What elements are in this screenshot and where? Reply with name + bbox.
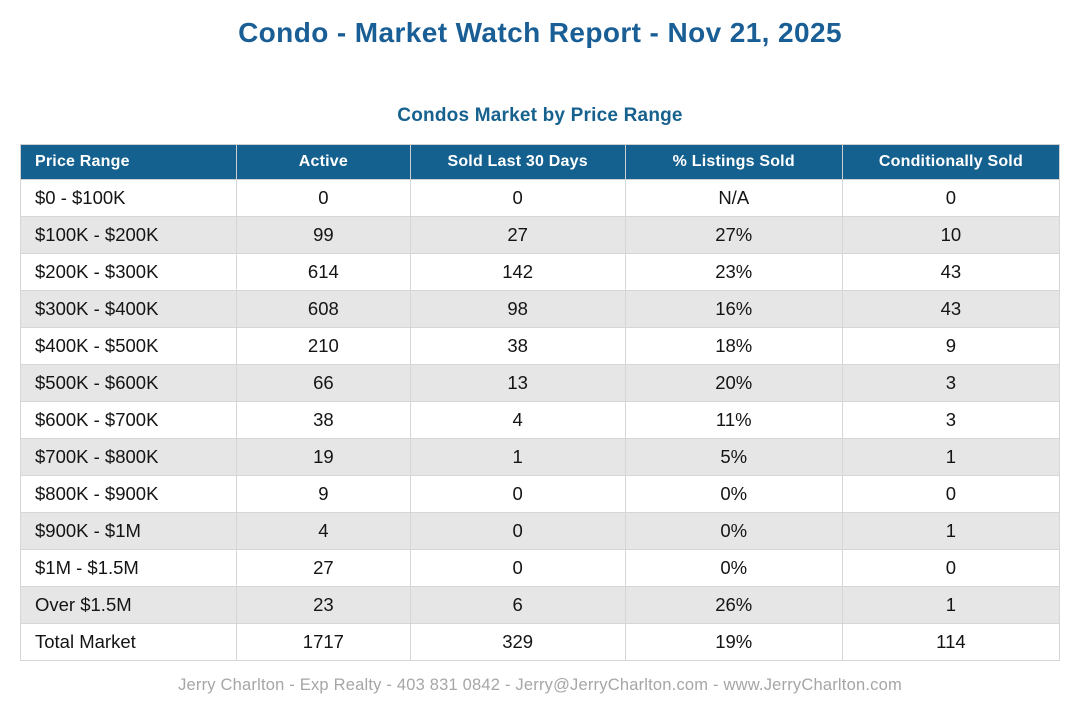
value-cell: 210 — [236, 327, 411, 365]
price-range-cell: $500K - $600K — [19, 364, 238, 402]
table-row: $200K - $300K 614 142 23% 43 — [19, 253, 1061, 291]
price-range-cell: Over $1.5M — [19, 586, 238, 624]
value-cell: 43 — [841, 290, 1061, 328]
value-cell: 23% — [624, 253, 843, 291]
market-table: Price Range Active Sold Last 30 Days % L… — [19, 144, 1061, 661]
value-cell: 0% — [624, 549, 843, 587]
value-cell: 38 — [236, 401, 411, 439]
price-range-cell: $1M - $1.5M — [19, 549, 238, 587]
value-cell: 66 — [236, 364, 411, 402]
table-row: $0 - $100K 0 0 N/A 0 — [19, 179, 1061, 217]
price-range-cell: $400K - $500K — [19, 327, 238, 365]
value-cell: 38 — [409, 327, 626, 365]
value-cell: 1 — [841, 586, 1061, 624]
header-cell-conditionally-sold: Conditionally Sold — [841, 144, 1061, 180]
value-cell: 13 — [409, 364, 626, 402]
price-range-cell: $600K - $700K — [19, 401, 238, 439]
value-cell: 6 — [409, 586, 626, 624]
table-row: $1M - $1.5M 27 0 0% 0 — [19, 549, 1061, 587]
header-row: Price Range Active Sold Last 30 Days % L… — [19, 144, 1061, 180]
value-cell: 114 — [841, 623, 1061, 661]
value-cell: 0 — [409, 549, 626, 587]
price-range-cell: $200K - $300K — [19, 253, 238, 291]
table-row: $600K - $700K 38 4 11% 3 — [19, 401, 1061, 439]
value-cell: 1 — [841, 438, 1061, 476]
price-range-cell: $300K - $400K — [19, 290, 238, 328]
value-cell: 18% — [624, 327, 843, 365]
price-range-cell: $700K - $800K — [19, 438, 238, 476]
price-range-cell: $900K - $1M — [19, 512, 238, 550]
value-cell: 1 — [409, 438, 626, 476]
value-cell: N/A — [624, 179, 843, 217]
value-cell: 0 — [409, 179, 626, 217]
value-cell: 16% — [624, 290, 843, 328]
value-cell: 20% — [624, 364, 843, 402]
value-cell: 608 — [236, 290, 411, 328]
value-cell: 27% — [624, 216, 843, 254]
value-cell: 9 — [236, 475, 411, 513]
header-cell-sold-last-30-days: Sold Last 30 Days — [409, 144, 626, 180]
table-row: $700K - $800K 19 1 5% 1 — [19, 438, 1061, 476]
value-cell: 3 — [841, 401, 1061, 439]
value-cell: 1 — [841, 512, 1061, 550]
header-cell-percent-listings-sold: % Listings Sold — [624, 144, 843, 180]
value-cell: 5% — [624, 438, 843, 476]
table-row: $900K - $1M 4 0 0% 1 — [19, 512, 1061, 550]
value-cell: 23 — [236, 586, 411, 624]
value-cell: 0% — [624, 475, 843, 513]
value-cell: 0 — [409, 475, 626, 513]
table-row: $500K - $600K 66 13 20% 3 — [19, 364, 1061, 402]
page-title: Condo - Market Watch Report - Nov 21, 20… — [238, 17, 842, 48]
value-cell: 99 — [236, 216, 411, 254]
value-cell: 3 — [841, 364, 1061, 402]
value-cell: 27 — [236, 549, 411, 587]
table-row: $400K - $500K 210 38 18% 9 — [19, 327, 1061, 365]
value-cell: 4 — [409, 401, 626, 439]
value-cell: 0 — [236, 179, 411, 217]
footer-contact-line: Jerry Charlton - Exp Realty - 403 831 08… — [178, 676, 902, 694]
table-title: Condos Market by Price Range — [397, 105, 683, 126]
value-cell: 43 — [841, 253, 1061, 291]
header-cell-active: Active — [236, 144, 411, 180]
table-row: Over $1.5M 23 6 26% 1 — [19, 586, 1061, 624]
value-cell: 98 — [409, 290, 626, 328]
value-cell: 10 — [841, 216, 1061, 254]
header-cell-price-range: Price Range — [19, 144, 238, 180]
table-row: $300K - $400K 608 98 16% 43 — [19, 290, 1061, 328]
value-cell: 27 — [409, 216, 626, 254]
value-cell: 11% — [624, 401, 843, 439]
value-cell: 4 — [236, 512, 411, 550]
table-row: $800K - $900K 9 0 0% 0 — [19, 475, 1061, 513]
table-body: $0 - $100K 0 0 N/A 0 $100K - $200K 99 27 27% 10 $2… — [19, 179, 1061, 661]
value-cell: 1717 — [236, 623, 411, 661]
price-range-cell: $800K - $900K — [19, 475, 238, 513]
value-cell: 0 — [841, 549, 1061, 587]
value-cell: 9 — [841, 327, 1061, 365]
value-cell: 142 — [409, 253, 626, 291]
value-cell: 19 — [236, 438, 411, 476]
price-range-cell: $100K - $200K — [19, 216, 238, 254]
value-cell: 329 — [409, 623, 626, 661]
table-row: Total Market 1717 329 19% 114 — [19, 623, 1061, 661]
table-row: $100K - $200K 99 27 27% 10 — [19, 216, 1061, 254]
value-cell: 0 — [841, 475, 1061, 513]
value-cell: 19% — [624, 623, 843, 661]
value-cell: 0 — [841, 179, 1061, 217]
price-range-cell: Total Market — [19, 623, 238, 661]
table-header: Price Range Active Sold Last 30 Days % L… — [19, 144, 1061, 180]
value-cell: 26% — [624, 586, 843, 624]
value-cell: 0 — [409, 512, 626, 550]
price-range-cell: $0 - $100K — [19, 179, 238, 217]
value-cell: 0% — [624, 512, 843, 550]
value-cell: 614 — [236, 253, 411, 291]
